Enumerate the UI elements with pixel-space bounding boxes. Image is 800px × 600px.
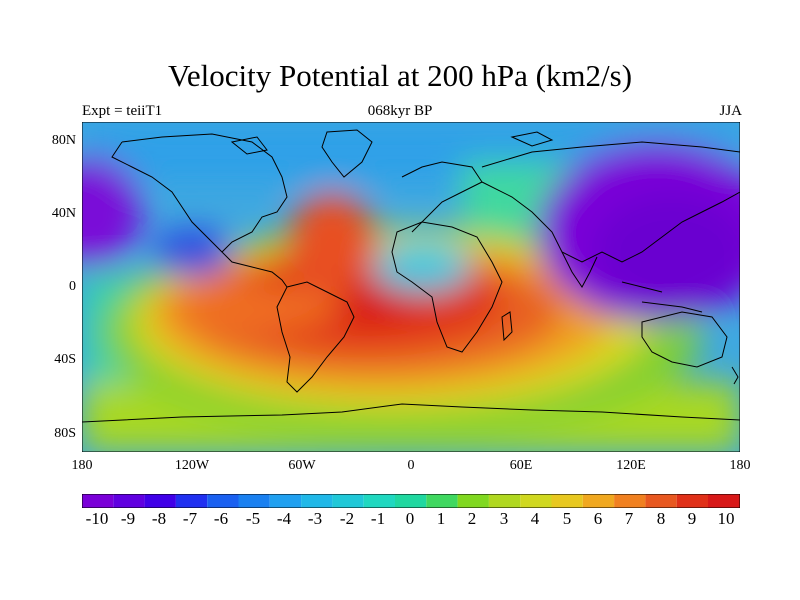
colorbar-label: 10 <box>717 509 735 528</box>
colorbar-label: -10 <box>85 509 109 528</box>
velocity-potential-map <box>82 122 740 452</box>
experiment-label: Expt = teiiT1 <box>82 103 163 119</box>
colorbar-label: 5 <box>562 509 572 528</box>
colorbar-label: -9 <box>120 509 136 528</box>
x-tick-label: 60W <box>288 458 316 473</box>
colorbar-label: -1 <box>370 509 386 528</box>
colorbar-label: 4 <box>530 509 540 528</box>
colorbar-label: 8 <box>656 509 666 528</box>
colorbar-label: 1 <box>436 509 446 528</box>
colorbar-label: 7 <box>624 509 634 528</box>
y-tick-label: 80N <box>51 133 76 148</box>
x-tick-label: 60E <box>509 458 533 473</box>
colorbar-label: 9 <box>687 509 697 528</box>
colorbar-label: -2 <box>339 509 355 528</box>
y-tick-label: 80S <box>54 426 76 441</box>
x-tick-label: 120E <box>616 458 646 473</box>
colorbar-label: 3 <box>499 509 509 528</box>
coastlines <box>82 129 740 423</box>
colorbar-label: -7 <box>182 509 198 528</box>
time-label: 068kyr BP <box>367 103 433 119</box>
colorbar-label: -8 <box>151 509 167 528</box>
colorbar <box>82 494 740 508</box>
colorbar-label: -5 <box>245 509 261 528</box>
y-tick-label: 0 <box>69 279 76 294</box>
map-title: Velocity Potential at 200 hPa (km2/s) <box>167 58 633 93</box>
colorbar-label: 6 <box>593 509 603 528</box>
colorbar-label: -6 <box>213 509 229 528</box>
colorbar-label: 0 <box>405 509 415 528</box>
x-tick-label: 180 <box>729 458 751 473</box>
season-label: JJA <box>719 103 742 119</box>
colorbar-label: -3 <box>307 509 323 528</box>
y-tick-label: 40N <box>51 206 76 221</box>
colorbar-swatches <box>82 494 740 508</box>
x-tick-label: 180 <box>71 458 93 473</box>
colorbar-label: 2 <box>467 509 477 528</box>
colorbar-label: -4 <box>276 509 292 528</box>
x-tick-label: 120W <box>174 458 210 473</box>
x-tick-label: 0 <box>407 458 415 473</box>
y-tick-label: 40S <box>54 352 76 367</box>
